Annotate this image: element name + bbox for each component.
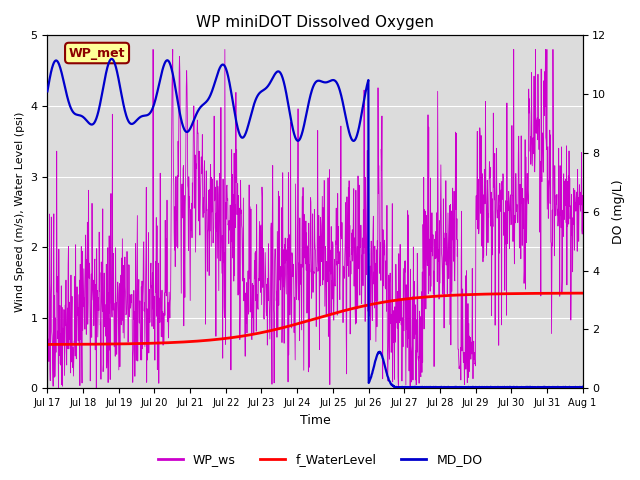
Y-axis label: DO (mg/L): DO (mg/L) xyxy=(612,180,625,244)
Y-axis label: Wind Speed (m/s), Water Level (psi): Wind Speed (m/s), Water Level (psi) xyxy=(15,112,25,312)
Title: WP miniDOT Dissolved Oxygen: WP miniDOT Dissolved Oxygen xyxy=(196,15,434,30)
Text: WP_met: WP_met xyxy=(69,47,125,60)
X-axis label: Time: Time xyxy=(300,414,330,427)
Legend: WP_ws, f_WaterLevel, MD_DO: WP_ws, f_WaterLevel, MD_DO xyxy=(152,448,488,471)
